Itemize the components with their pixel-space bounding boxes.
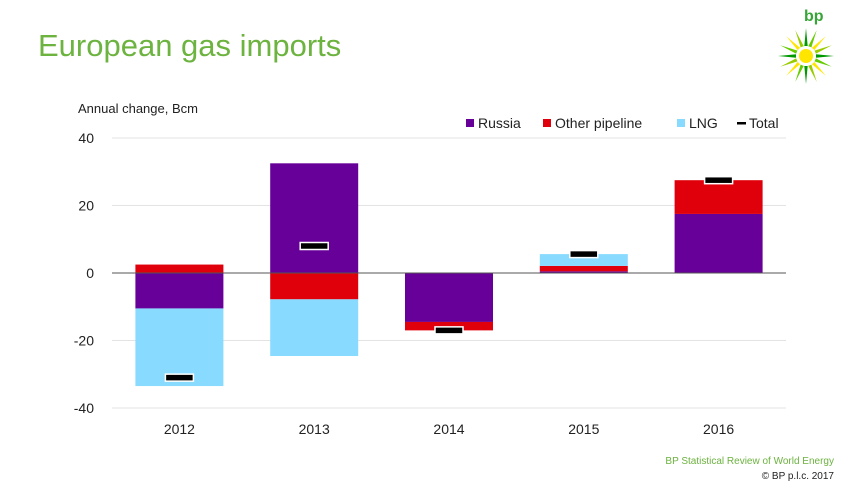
x-tick-label: 2014 bbox=[433, 421, 464, 437]
bar-lng-2015 bbox=[539, 254, 628, 266]
bp-logo-text: bp bbox=[804, 8, 824, 25]
x-tick-label: 2016 bbox=[703, 421, 734, 437]
bars-layer bbox=[135, 163, 763, 387]
grid-layer bbox=[112, 137, 786, 409]
bar-other-pipeline-2016 bbox=[674, 180, 763, 214]
page-title: European gas imports bbox=[38, 28, 342, 63]
legend-other-pipeline-swatch bbox=[543, 119, 551, 127]
total-marker-2016 bbox=[703, 175, 734, 185]
bar-russia-2012 bbox=[135, 273, 224, 309]
y-tick-label: 0 bbox=[86, 265, 94, 281]
legend-layer: Russia Other pipeline LNG Total bbox=[466, 115, 779, 131]
total-marker-2015 bbox=[569, 249, 599, 259]
helios-petal bbox=[811, 36, 826, 51]
y-tick-label: -40 bbox=[74, 400, 94, 416]
legend-lng-label: LNG bbox=[689, 115, 718, 131]
x-tick-label: 2013 bbox=[299, 421, 330, 437]
helios-petal bbox=[780, 58, 798, 67]
helios-icon bbox=[778, 28, 834, 84]
legend-total-label: Total bbox=[749, 115, 779, 131]
footer-source: BP Statistical Review of World Energy bbox=[665, 456, 834, 467]
helios-petal bbox=[786, 36, 801, 51]
total-marker-2012 bbox=[164, 373, 195, 382]
footer-copyright: © BP p.l.c. 2017 bbox=[761, 471, 834, 482]
bar-other-pipeline-2013 bbox=[270, 273, 359, 300]
helios-petal bbox=[814, 45, 832, 54]
helios-petal bbox=[795, 64, 804, 82]
helios-petal bbox=[795, 30, 804, 48]
x-tick-label: 2012 bbox=[164, 421, 195, 437]
helios-petal bbox=[780, 45, 798, 54]
total-marker-2014 bbox=[434, 326, 464, 335]
total-marker-2013 bbox=[299, 241, 329, 251]
legend-other-pipeline-label: Other pipeline bbox=[555, 115, 642, 131]
legend-total-swatch bbox=[737, 122, 746, 125]
helios-petal bbox=[804, 65, 808, 84]
helios-petal bbox=[815, 54, 834, 58]
y-tick-label: 20 bbox=[78, 198, 94, 214]
totals-layer bbox=[164, 175, 734, 382]
y-axis-label: Annual change, Bcm bbox=[78, 101, 198, 116]
helios-petal bbox=[804, 28, 808, 47]
helios-petal bbox=[786, 61, 801, 76]
legend-lng-swatch bbox=[677, 119, 685, 127]
bar-other-pipeline-2012 bbox=[135, 264, 224, 273]
legend-russia-label: Russia bbox=[478, 115, 521, 131]
bp-logo: bp bbox=[776, 8, 836, 84]
legend-russia-swatch bbox=[466, 119, 474, 127]
bar-lng-2013 bbox=[270, 299, 359, 357]
bar-russia-2015 bbox=[539, 271, 628, 273]
helios-petal bbox=[808, 64, 817, 82]
bar-lng-2012 bbox=[135, 308, 224, 387]
bar-russia-2016 bbox=[674, 213, 763, 273]
bar-other-pipeline-2015 bbox=[539, 265, 628, 272]
y-tick-label: -20 bbox=[74, 333, 94, 349]
helios-petal bbox=[811, 61, 826, 76]
bar-russia-2014 bbox=[405, 273, 493, 322]
y-tick-label: 40 bbox=[78, 130, 94, 146]
helios-petal bbox=[778, 54, 797, 58]
helios-petal bbox=[814, 58, 832, 67]
axis-layer: 40 20 0 -20 -40 2012 2013 2014 2015 2016 bbox=[74, 130, 786, 437]
helios-petal bbox=[808, 30, 817, 48]
x-tick-label: 2015 bbox=[568, 421, 599, 437]
bar-russia-2013 bbox=[270, 163, 359, 273]
